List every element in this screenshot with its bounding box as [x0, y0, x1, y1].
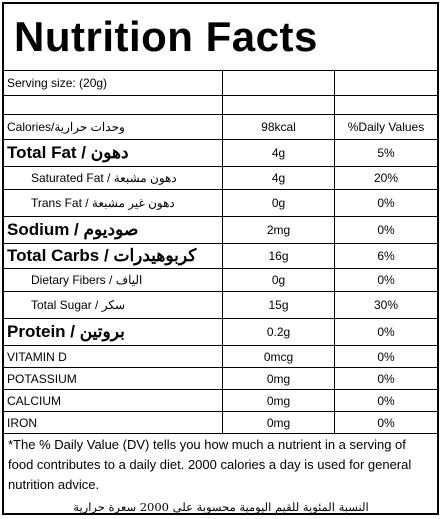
- nutrient-daily-value: 0%: [377, 273, 395, 287]
- serving-size-label: Serving size: (20g): [4, 71, 223, 95]
- nutrient-label: Total Carbs / كربوهيدرات: [4, 244, 223, 268]
- nutrient-row-protein: Protein / بروتين 0.2g 0%: [4, 319, 437, 346]
- footnote-english: *The % Daily Value (DV) tells you how mu…: [8, 437, 412, 492]
- nutrient-daily-value: 0%: [377, 196, 395, 210]
- nutrient-daily-value: 0%: [377, 349, 395, 364]
- nutrient-amount: 2mg: [223, 217, 335, 243]
- calories-label: Calories/وحدات حرارية: [4, 115, 223, 139]
- nutrient-label: Total Sugar / سكر: [4, 292, 223, 318]
- nutrient-label: Total Fat / دهون: [4, 140, 223, 166]
- spacer-cell: [335, 96, 437, 114]
- nutrient-label: Sodium / صوديوم: [4, 217, 223, 243]
- nutrient-row-saturated-fat: Saturated Fat / دهون مشبعة 4g 20%: [4, 167, 437, 190]
- serving-size-empty-cell: [223, 71, 335, 95]
- nutrient-amount: 15g: [223, 292, 335, 318]
- nutrient-row-total-sugar: Total Sugar / سكر 15g 30%: [4, 292, 437, 319]
- nutrient-daily-value: 0%: [377, 371, 395, 386]
- nutrient-label: VITAMIN D: [4, 346, 223, 367]
- nutrient-label: Protein / بروتين: [4, 319, 223, 345]
- nutrient-amount: 4g: [223, 167, 335, 189]
- nutrient-amount: 0mg: [223, 368, 335, 389]
- nutrient-row-trans-fat: Trans Fat / دهون غير مشبعة 0g 0%: [4, 190, 437, 217]
- nutrient-amount: 0.2g: [223, 319, 335, 345]
- nutrient-row-total-carbs: Total Carbs / كربوهيدرات 16g 6%: [4, 244, 437, 269]
- daily-values-header: %Daily Values: [347, 120, 425, 134]
- nutrient-row-potassium: POTASSIUM 0mg 0%: [4, 368, 437, 390]
- serving-size-row: Serving size: (20g): [4, 71, 437, 96]
- nutrient-row-vitamin-d: VITAMIN D 0mcg 0%: [4, 346, 437, 368]
- spacer-cell: [223, 96, 335, 114]
- nutrient-amount: 0g: [223, 269, 335, 291]
- nutrition-facts-label: Nutrition Facts Serving size: (20g) Calo…: [2, 2, 439, 515]
- nutrient-amount: 4g: [223, 140, 335, 166]
- spacer-cell: [4, 96, 223, 114]
- nutrient-daily-value: 30%: [373, 298, 399, 312]
- nutrient-amount: 0mg: [223, 390, 335, 411]
- nutrient-label: Trans Fat / دهون غير مشبعة: [4, 190, 223, 216]
- serving-size-empty-cell-2: [335, 71, 437, 95]
- footnote-arabic: النسبة المئوية للقيم اليومية محسوبة على …: [73, 500, 369, 514]
- nutrient-row-iron: IRON 0mg 0%: [4, 412, 437, 434]
- nutrient-label: POTASSIUM: [4, 368, 223, 389]
- nutrient-row-dietary-fibers: Dietary Fibers / الياف 0g 0%: [4, 269, 437, 292]
- spacer-row: [4, 96, 437, 115]
- nutrient-daily-value: 0%: [377, 415, 395, 430]
- nutrient-row-calcium: CALCIUM 0mg 0%: [4, 390, 437, 412]
- nutrient-amount: 0mcg: [223, 346, 335, 367]
- nutrient-label: CALCIUM: [4, 390, 223, 411]
- page-title: Nutrition Facts: [4, 4, 437, 71]
- nutrient-label: IRON: [4, 412, 223, 433]
- nutrient-amount: 0g: [223, 190, 335, 216]
- nutrient-daily-value: 0%: [377, 393, 395, 408]
- nutrient-row-sodium: Sodium / صوديوم 2mg 0%: [4, 217, 437, 244]
- nutrient-daily-value: 5%: [377, 146, 395, 160]
- nutrient-amount: 16g: [223, 244, 335, 268]
- nutrient-daily-value: 0%: [377, 223, 395, 237]
- nutrient-daily-value: 0%: [377, 325, 395, 339]
- nutrient-label: Saturated Fat / دهون مشبعة: [4, 167, 223, 189]
- nutrient-label: Dietary Fibers / الياف: [4, 269, 223, 291]
- footnote: *The % Daily Value (DV) tells you how mu…: [4, 434, 437, 514]
- calories-row: Calories/وحدات حرارية 98kcal %Daily Valu…: [4, 115, 437, 140]
- nutrient-amount: 0mg: [223, 412, 335, 433]
- nutrient-row-total-fat: Total Fat / دهون 4g 5%: [4, 140, 437, 167]
- nutrient-daily-value: 6%: [377, 249, 395, 263]
- nutrient-daily-value: 20%: [373, 171, 399, 185]
- calories-value: 98kcal: [223, 115, 335, 139]
